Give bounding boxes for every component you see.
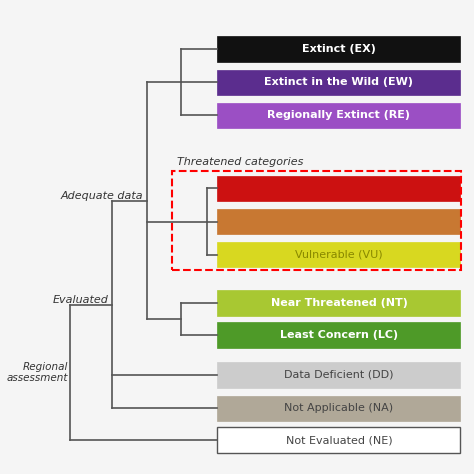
FancyBboxPatch shape <box>218 175 460 201</box>
Text: Not Applicable (NA): Not Applicable (NA) <box>284 403 393 413</box>
FancyBboxPatch shape <box>218 36 460 62</box>
Text: Regionally Extinct (RE): Regionally Extinct (RE) <box>267 110 410 120</box>
Text: Threatened categories: Threatened categories <box>177 157 303 167</box>
Text: Data Deficient (DD): Data Deficient (DD) <box>284 370 394 380</box>
FancyBboxPatch shape <box>218 396 460 421</box>
Text: Extinct (EX): Extinct (EX) <box>302 44 376 54</box>
Text: Regional
assessment: Regional assessment <box>7 362 68 383</box>
FancyBboxPatch shape <box>218 70 460 95</box>
Text: Evaluated: Evaluated <box>53 295 109 305</box>
FancyBboxPatch shape <box>218 362 460 388</box>
Text: Critically Endangered (CR): Critically Endangered (CR) <box>265 183 413 193</box>
FancyBboxPatch shape <box>218 291 460 316</box>
Text: Adequate data: Adequate data <box>61 191 143 201</box>
Text: Endangered (EN): Endangered (EN) <box>292 217 387 227</box>
FancyBboxPatch shape <box>218 322 460 348</box>
Text: Not Evaluated (NE): Not Evaluated (NE) <box>286 435 392 445</box>
FancyBboxPatch shape <box>218 242 460 267</box>
FancyBboxPatch shape <box>218 428 460 453</box>
Text: Least Concern (LC): Least Concern (LC) <box>280 330 398 340</box>
FancyBboxPatch shape <box>218 209 460 234</box>
Text: Extinct in the Wild (EW): Extinct in the Wild (EW) <box>264 77 413 87</box>
Text: Near Threatened (NT): Near Threatened (NT) <box>271 298 408 308</box>
FancyBboxPatch shape <box>218 103 460 128</box>
Text: Vulnerable (VU): Vulnerable (VU) <box>295 250 383 260</box>
